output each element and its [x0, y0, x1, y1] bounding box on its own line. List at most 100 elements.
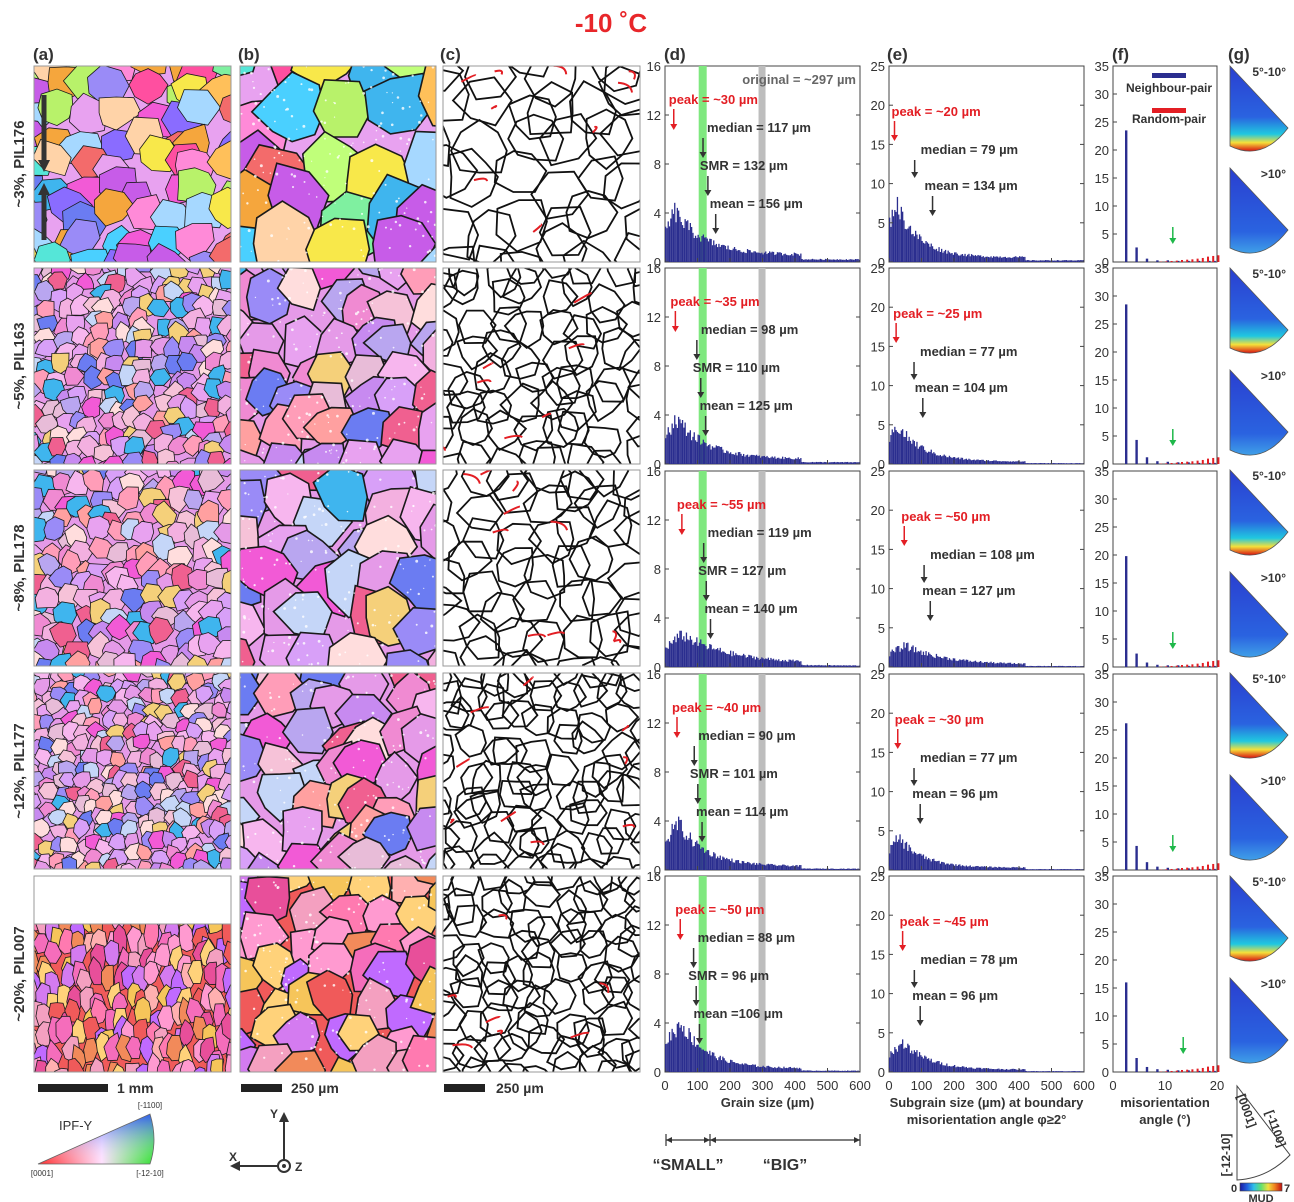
hist-bar [1078, 666, 1081, 667]
small-big-band [698, 876, 707, 1072]
grain [193, 859, 215, 869]
speck [321, 509, 325, 513]
random-bar [1191, 1069, 1194, 1072]
hist-bar [789, 1066, 792, 1072]
hist-bar [856, 665, 858, 667]
grain-boundary [466, 209, 517, 262]
speck [360, 197, 363, 200]
speck [270, 990, 273, 993]
hist-bar [1056, 869, 1058, 870]
y-tick-label: 20 [871, 908, 885, 923]
hist-bar [1061, 1071, 1064, 1072]
grain [51, 352, 70, 375]
hist-bar [793, 459, 795, 464]
grain [105, 613, 134, 641]
grain [252, 200, 322, 262]
grain-boundary [541, 366, 581, 406]
grain-boundary [523, 876, 554, 887]
grain-boundary [508, 929, 541, 961]
hist-bar [746, 454, 749, 464]
speck [319, 858, 323, 862]
hist-bar [822, 1070, 824, 1072]
hist-bar [761, 864, 763, 870]
hist-bar [810, 664, 812, 667]
hist-bar [1002, 663, 1004, 667]
hist-bar [981, 662, 983, 667]
hist-bar [1028, 260, 1030, 262]
grain-boundary [597, 1059, 632, 1072]
hist-bar [674, 636, 676, 667]
hist-bar [911, 851, 913, 870]
hist-bar [719, 1055, 721, 1072]
hist-bar [765, 457, 767, 464]
hist-bar [926, 859, 928, 870]
hist-bar [1071, 463, 1073, 464]
hist-bar [937, 656, 939, 667]
speck [340, 356, 343, 358]
grain [176, 351, 198, 372]
hist-bar [1000, 461, 1003, 464]
grain-boundary [531, 808, 563, 844]
plot-area [888, 65, 1085, 263]
speck [350, 1061, 352, 1063]
speck [282, 974, 285, 977]
grain [86, 515, 112, 542]
speck [430, 624, 434, 628]
hist-bar [1065, 463, 1068, 464]
hist-bar [785, 661, 788, 667]
hist-bar [891, 649, 893, 667]
hist-bar [904, 1047, 906, 1072]
hist-bar [1067, 1071, 1069, 1072]
hist-bar [920, 853, 922, 870]
hist-bar [841, 259, 844, 262]
hist-bar [821, 259, 823, 262]
speck [327, 416, 330, 419]
speck [250, 250, 252, 252]
grain [128, 68, 169, 105]
y-tick-label: 16 [647, 667, 661, 682]
hist-bar [994, 663, 996, 667]
hist-bar [898, 839, 900, 870]
map-frame [33, 65, 232, 263]
speck [379, 565, 382, 569]
hist-bar [744, 1063, 746, 1072]
grain [350, 1033, 398, 1072]
grain [166, 1034, 184, 1062]
speck [259, 92, 262, 96]
hist-bar [805, 259, 807, 262]
hist-bar [905, 431, 908, 464]
hist-bar [720, 859, 723, 870]
hist-bar [696, 237, 698, 262]
hist-bar [1035, 260, 1038, 262]
hist-bar [769, 659, 771, 667]
speck [334, 202, 336, 204]
speck [252, 80, 254, 83]
grain-boundary [451, 1034, 489, 1069]
speck [244, 969, 247, 973]
hist-bar [736, 860, 738, 870]
hist-bar [1041, 666, 1043, 667]
hist-bar [675, 424, 677, 464]
hist-bar [957, 1066, 960, 1072]
hist-bar [801, 664, 803, 667]
speck [405, 815, 409, 819]
speck [346, 881, 348, 884]
grain-boundary [572, 780, 606, 815]
speck [291, 760, 294, 762]
hist-bar [990, 461, 992, 464]
speck [392, 346, 395, 349]
speck [367, 321, 370, 324]
speck [427, 288, 430, 291]
hist-bar [698, 844, 701, 870]
hist-bar [982, 1068, 984, 1072]
hist-bar [1051, 869, 1053, 870]
hist-bar [666, 1043, 668, 1072]
y-tick-label: 15 [1095, 576, 1109, 591]
speck [429, 210, 433, 214]
hist-bar [946, 863, 948, 870]
speck [290, 114, 294, 118]
speck [294, 347, 298, 351]
speck [388, 437, 391, 440]
speck [253, 412, 257, 416]
hist-bar [1078, 869, 1081, 870]
